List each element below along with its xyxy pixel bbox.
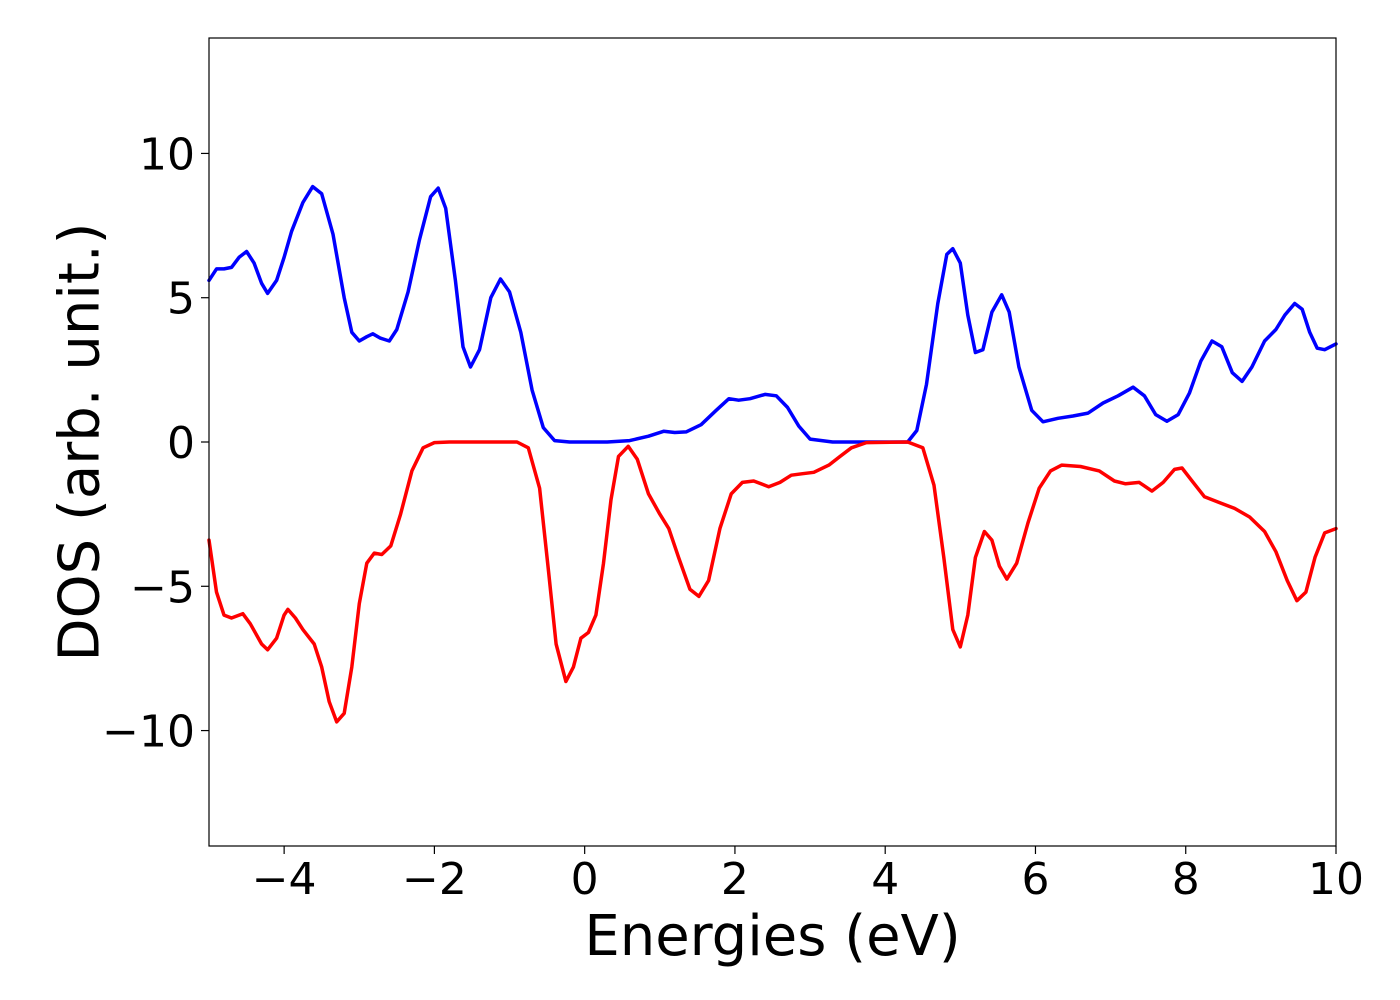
x-tick-label: 2 <box>721 854 749 905</box>
x-axis-ticks: −4 −2 0 2 4 6 8 10 <box>252 846 1364 905</box>
plot-frame <box>208 37 1337 847</box>
series-layer <box>207 184 1338 724</box>
x-tick-label: 0 <box>571 854 599 905</box>
x-tick-label: −2 <box>402 854 467 905</box>
x-tick-label: −4 <box>252 854 317 905</box>
x-axis-title: Energies (eV) <box>584 904 960 969</box>
y-tick-label: 5 <box>167 274 195 325</box>
series-line-0 <box>207 184 1338 444</box>
x-tick-label: 6 <box>1021 854 1049 905</box>
y-tick-label: 10 <box>139 129 195 180</box>
y-tick-label: 0 <box>167 418 195 469</box>
y-tick-label: −5 <box>130 562 195 613</box>
y-tick-label: −10 <box>102 707 195 758</box>
x-tick-label: 8 <box>1172 854 1200 905</box>
y-axis-title: DOS (arb. unit.) <box>48 222 113 661</box>
x-tick-label: 10 <box>1308 854 1364 905</box>
x-tick-label: 4 <box>871 854 899 905</box>
series-line-1 <box>207 440 1338 724</box>
y-axis-ticks: −10 −5 0 5 10 <box>102 129 209 758</box>
